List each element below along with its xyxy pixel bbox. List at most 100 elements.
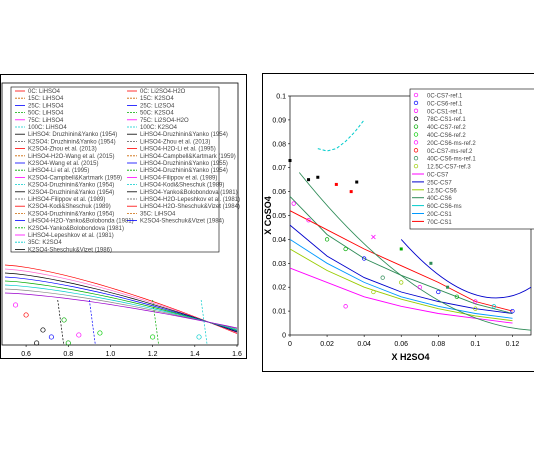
left-legend-label: LiHSO4-Filippov et al. (1989) — [28, 197, 105, 203]
left-legend-label: LiHSO4-H2O-Wang et al. (2015) — [28, 154, 114, 160]
left-legend-label: LiHSO4-Lepeshkov et al. (1981) — [28, 233, 114, 239]
right-legend-marker — [413, 156, 419, 161]
right-legend-label: 0C-CS6-ref.1 — [427, 101, 463, 107]
right-series-line — [289, 239, 513, 319]
right-data-marker — [307, 178, 311, 182]
left-legend-label: LiHSO4: Druzhinin&Yanko (1954) — [28, 132, 117, 138]
right-series-line — [289, 248, 513, 322]
left-legend-box — [10, 86, 220, 253]
right-y-tick-label: 0 — [282, 333, 286, 340]
left-legend-label: LiHSO4-H2O-Lepeshkov et al. (1981) — [140, 197, 240, 203]
left-legend-label: LiHSO4-Druzhinin&Yanko (1954) — [140, 132, 228, 138]
right-chart: 0 0.01 0.02 0.03 0.04 0.05 0.06 0.07 0.08 0.09 0.1… — [263, 88, 534, 362]
right-data-marker — [343, 304, 348, 309]
right-legend-marker — [413, 140, 419, 145]
right-legend-label: 0C-CS7-ref.1 — [427, 94, 463, 100]
right-data-marker — [399, 247, 403, 251]
left-data-marker — [12, 302, 19, 308]
right-data-marker — [362, 256, 367, 261]
right-y-tick-label: 0.05 — [272, 213, 286, 220]
left-legend-label: K2SO4-Wang et al. (2015) — [28, 161, 98, 167]
left-legend-label: K2SO4-Sheschuk&Vizet (1984) — [140, 219, 224, 225]
right-x-tick-label: 0.08 — [431, 341, 445, 348]
left-chart-panel: 0C: LiHSO4 15C: LiHSO4 25C: LiHSO4 50C: LiH… — [0, 74, 247, 359]
right-data-marker — [510, 308, 515, 314]
left-legend-label: LiHSO4-Kodi&Sheschuk (1989) — [140, 183, 224, 189]
right-legend-label: 20C-CS6-ms-ref.2 — [427, 141, 476, 147]
left-data-marker — [40, 327, 46, 333]
right-y-tick-label: 0.08 — [272, 141, 286, 148]
right-data-marker — [454, 294, 459, 299]
right-x-tick-label: 0.1 — [471, 341, 481, 348]
left-legend-label: LiHSO4-Druzhinin&Yanko (1955) — [140, 161, 228, 167]
left-data-marker — [97, 330, 103, 336]
left-x-tick-label: 1.4 — [190, 351, 200, 358]
right-data-marker — [371, 289, 376, 295]
right-data-marker — [355, 180, 359, 184]
right-series-line — [298, 172, 532, 331]
left-data-marker — [48, 334, 54, 340]
right-legend-label: 60C-CS6-ms — [427, 204, 462, 210]
left-legend-label: K2SO4-Yanko&Bolobondova (1981) — [28, 226, 124, 232]
right-series-line — [317, 119, 365, 152]
left-x-tick-label: 1.2 — [148, 351, 158, 358]
right-x-tick-label: 0.04 — [357, 341, 371, 348]
left-data-marker — [150, 334, 156, 340]
right-legend-label: 70C-CS1 — [427, 220, 452, 226]
right-legend-label: 40C-CS6-ref.2 — [427, 133, 466, 139]
left-legend-label: 50C: K2SO4 — [140, 111, 174, 117]
right-chart-panel: 0 0.01 0.02 0.03 0.04 0.05 0.06 0.07 0.08 0.09 0.1… — [262, 73, 534, 372]
right-series-line — [400, 239, 532, 299]
left-plot-frame — [1, 82, 239, 346]
right-legend-label: 12.5C-CS6 — [427, 188, 457, 194]
right-data-marker — [436, 289, 441, 295]
right-legend-label: 40C-CS6-ms-ref.1 — [427, 157, 476, 163]
right-legend-marker — [413, 124, 419, 129]
right-series-line — [289, 210, 513, 312]
left-legend-label: LiHSO4-H2O-Li et al. (1995) — [140, 147, 216, 153]
right-legend-marker — [413, 108, 419, 113]
left-legend-label: LiHSO4-Filippov et al. (1989) — [140, 175, 217, 181]
right-data-marker — [429, 261, 433, 265]
left-legend-label: 100C: K2SO4 — [140, 125, 178, 131]
right-data-marker — [343, 246, 348, 252]
right-legend-marker — [413, 116, 419, 121]
left-legend-label: 25C: Li2SO4 — [140, 103, 175, 109]
left-legend-label: LiHSO4-Druzhinin&Yanko (1954) — [140, 168, 228, 174]
right-y-tick-label: 0.01 — [272, 309, 286, 316]
left-legend-label: LiHSO4-H2O-Yanko&Bolobonda (1981) — [28, 219, 134, 225]
left-vertical-curve — [57, 299, 65, 346]
left-data-marker — [34, 340, 40, 346]
right-legend-label: 40C-CS7-ref.2 — [427, 125, 466, 131]
left-vertical-curve — [152, 299, 159, 346]
left-legend-label: K2SO4-Zhou et al. (2013) — [28, 147, 97, 153]
right-legend-marker — [413, 100, 419, 106]
right-x-axis-title: X H2SO4 — [391, 352, 429, 362]
right-data-marker — [417, 285, 422, 290]
right-y-tick-label: 0.1 — [276, 94, 286, 101]
left-legend-label: 35C: K2SO4 — [28, 240, 62, 246]
right-data-marker — [334, 182, 338, 186]
left-legend-label: K2SO4-Druzhinin&Yanko (1954) — [28, 211, 114, 217]
right-y-axis-title: X CoSO4 — [263, 196, 273, 235]
right-legend-label: 20C-CS1 — [427, 212, 452, 218]
left-legend-label: K2SO4-Kodi&Sheschuk (1989) — [28, 204, 111, 210]
right-data-marker — [349, 190, 353, 194]
right-data-marker — [306, 218, 311, 223]
left-x-tick-label: 1.0 — [106, 351, 116, 358]
left-legend-label: K2SO4-Druzhinin&Yanko (1954) — [28, 183, 114, 189]
right-data-marker — [473, 306, 478, 311]
right-legend-marker — [413, 92, 419, 98]
right-legend-marker — [413, 148, 419, 153]
left-vertical-curve — [200, 299, 208, 346]
left-legend-label: 25C: LiHSO4 — [28, 103, 64, 109]
left-legend-label: K2SO4-Sheschuk&Vizet (1986) — [28, 247, 112, 253]
left-legend-label: 100C: LiHSO4 — [28, 125, 67, 131]
right-data-marker — [399, 280, 404, 285]
left-data-marker — [196, 334, 202, 340]
right-x-tick-label: 0.12 — [506, 341, 520, 348]
left-legend-label: LiHSO4-Li et al. (1995) — [28, 168, 89, 174]
right-legend-label: 78C-CS1-ref.1 — [427, 117, 466, 123]
left-legend-label: 75C: LiHSO4 — [28, 118, 64, 124]
